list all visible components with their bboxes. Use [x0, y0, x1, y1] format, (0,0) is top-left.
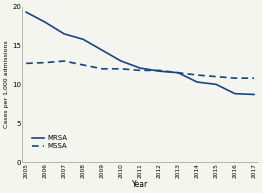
MSSA [81, 64, 85, 66]
MRSA [233, 92, 237, 95]
MSSA [177, 72, 180, 74]
MRSA [81, 38, 85, 41]
MRSA [177, 72, 180, 74]
X-axis label: Year: Year [132, 180, 148, 189]
MSSA [101, 68, 104, 70]
MRSA [157, 70, 161, 72]
Y-axis label: Cases per 1,000 admissions: Cases per 1,000 admissions [4, 41, 9, 128]
Line: MSSA: MSSA [26, 61, 254, 78]
MSSA [233, 77, 237, 79]
MSSA [195, 74, 199, 76]
MRSA [119, 60, 123, 62]
MRSA [63, 33, 66, 35]
MSSA [139, 69, 142, 72]
MSSA [43, 61, 47, 64]
MRSA [215, 83, 218, 85]
MSSA [63, 60, 66, 62]
Legend: MRSA, MSSA: MRSA, MSSA [30, 134, 69, 151]
MSSA [25, 62, 28, 64]
MRSA [25, 11, 28, 13]
MRSA [139, 67, 142, 69]
MSSA [119, 68, 123, 70]
MRSA [195, 81, 199, 83]
MRSA [101, 49, 104, 51]
MSSA [215, 75, 218, 78]
MSSA [253, 77, 256, 79]
MSSA [157, 69, 161, 72]
Line: MRSA: MRSA [26, 12, 254, 94]
MRSA [43, 21, 47, 23]
MRSA [253, 93, 256, 96]
